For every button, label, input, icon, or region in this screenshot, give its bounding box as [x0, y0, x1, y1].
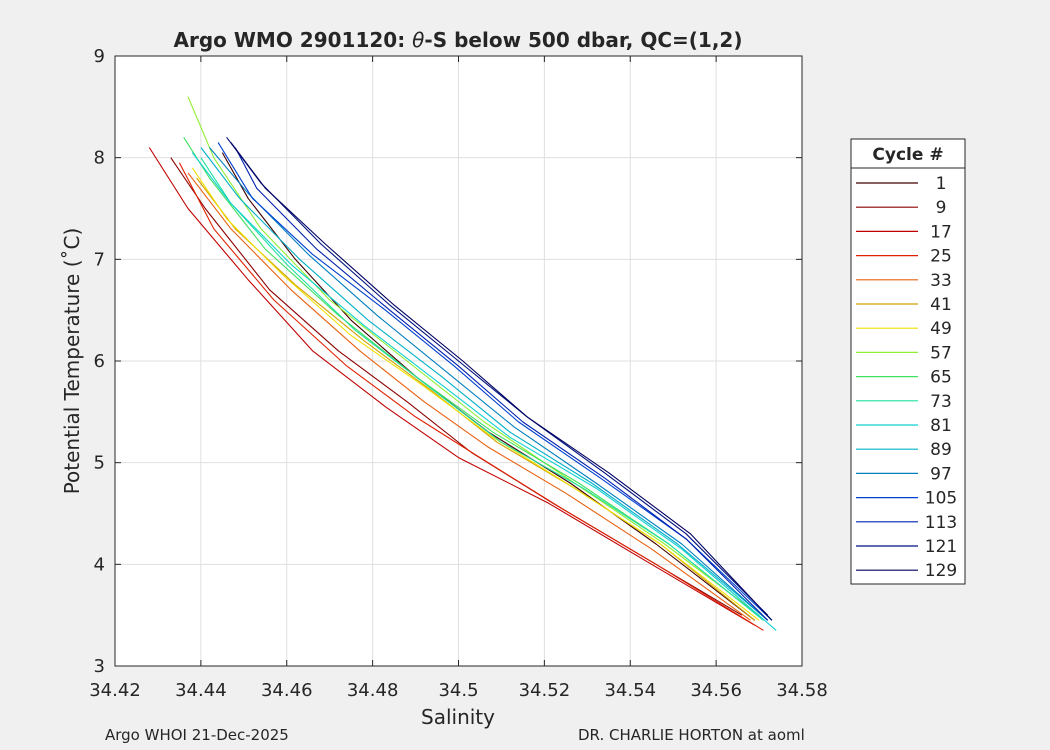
y-tick-label: 9 [94, 46, 105, 67]
footer-left: Argo WHOI 21-Dec-2025 [105, 726, 289, 744]
y-tick-labels: 3 4 5 6 7 8 9 [94, 46, 105, 677]
legend-label-cycle-129: 129 [925, 561, 957, 581]
chart-title: Argo WMO 2901120: θ-S below 500 dbar, QC… [174, 28, 743, 52]
legend-label-cycle-113: 113 [925, 513, 957, 533]
series-line-cycle-105 [217, 142, 773, 621]
x-tick-label: 34.44 [175, 680, 227, 701]
x-tick-label: 34.5 [438, 680, 478, 701]
y-tick-label: 7 [94, 249, 105, 270]
footer-right: DR. CHARLIE HORTON at aoml [578, 726, 805, 744]
x-axis-label: Salinity [421, 705, 495, 729]
legend-entries: 1 9 17 25 33 41 49 57 65 73 81 89 97 105 113 121 129 [856, 174, 957, 581]
legend: Cycle # 1 9 17 25 33 41 49 57 65 73 81 89 97 105 113 12… [850, 138, 966, 585]
y-tick-label: 6 [94, 351, 105, 372]
y-tick-label: 5 [94, 453, 105, 474]
legend-label-cycle-1: 1 [936, 174, 947, 194]
legend-title: Cycle # [872, 145, 943, 165]
x-tick-labels: 34.42 34.44 34.46 34.48 34.5 34.52 34.54 34.56 3… [89, 680, 828, 701]
legend-label-cycle-65: 65 [930, 368, 952, 388]
series-line-cycle-25 [178, 162, 764, 631]
y-tick-label: 3 [94, 656, 105, 677]
y-tick-label: 8 [94, 148, 105, 169]
x-tick-label: 34.46 [261, 680, 313, 701]
series-line-cycle-17 [148, 147, 756, 626]
legend-label-cycle-121: 121 [925, 537, 957, 557]
y-tick-label: 4 [94, 554, 105, 575]
x-tick-label: 34.52 [519, 680, 571, 701]
legend-label-cycle-49: 49 [930, 319, 952, 339]
legend-label-cycle-89: 89 [930, 440, 952, 460]
series-line-cycle-33 [187, 172, 751, 621]
legend-label-cycle-9: 9 [936, 198, 947, 218]
legend-box [850, 138, 966, 585]
series-line-cycle-129 [230, 142, 773, 621]
x-tick-label: 34.56 [690, 680, 742, 701]
chart-title-prefix: Argo WMO 2901120: [174, 28, 413, 52]
legend-label-cycle-25: 25 [930, 247, 952, 267]
x-tick-label: 34.58 [776, 680, 828, 701]
series-line-cycle-73 [200, 157, 764, 621]
series-line-cycle-81 [191, 152, 777, 631]
legend-label-cycle-41: 41 [930, 295, 952, 315]
legend-label-cycle-57: 57 [930, 343, 952, 363]
series-group [148, 96, 777, 631]
axis-ticks [114, 55, 803, 667]
series-line-cycle-89 [200, 147, 769, 621]
y-axis-label: Potential Temperature (˚C) [60, 228, 84, 495]
legend-label-cycle-105: 105 [925, 489, 957, 509]
legend-label-cycle-81: 81 [930, 416, 952, 436]
series-line-cycle-57 [187, 96, 760, 616]
x-tick-label: 34.54 [604, 680, 656, 701]
legend-label-cycle-17: 17 [930, 222, 952, 242]
chart-title-suffix: -S below 500 dbar, QC=(1,2) [424, 28, 742, 52]
series-line-cycle-49 [191, 167, 760, 621]
chart-title-theta-symbol: θ [412, 28, 424, 52]
x-tick-label: 34.48 [347, 680, 399, 701]
legend-label-cycle-73: 73 [930, 392, 952, 412]
legend-label-cycle-97: 97 [930, 464, 952, 484]
x-tick-label: 34.42 [89, 680, 141, 701]
legend-label-cycle-33: 33 [930, 271, 952, 291]
series-line-cycle-113 [234, 147, 769, 621]
